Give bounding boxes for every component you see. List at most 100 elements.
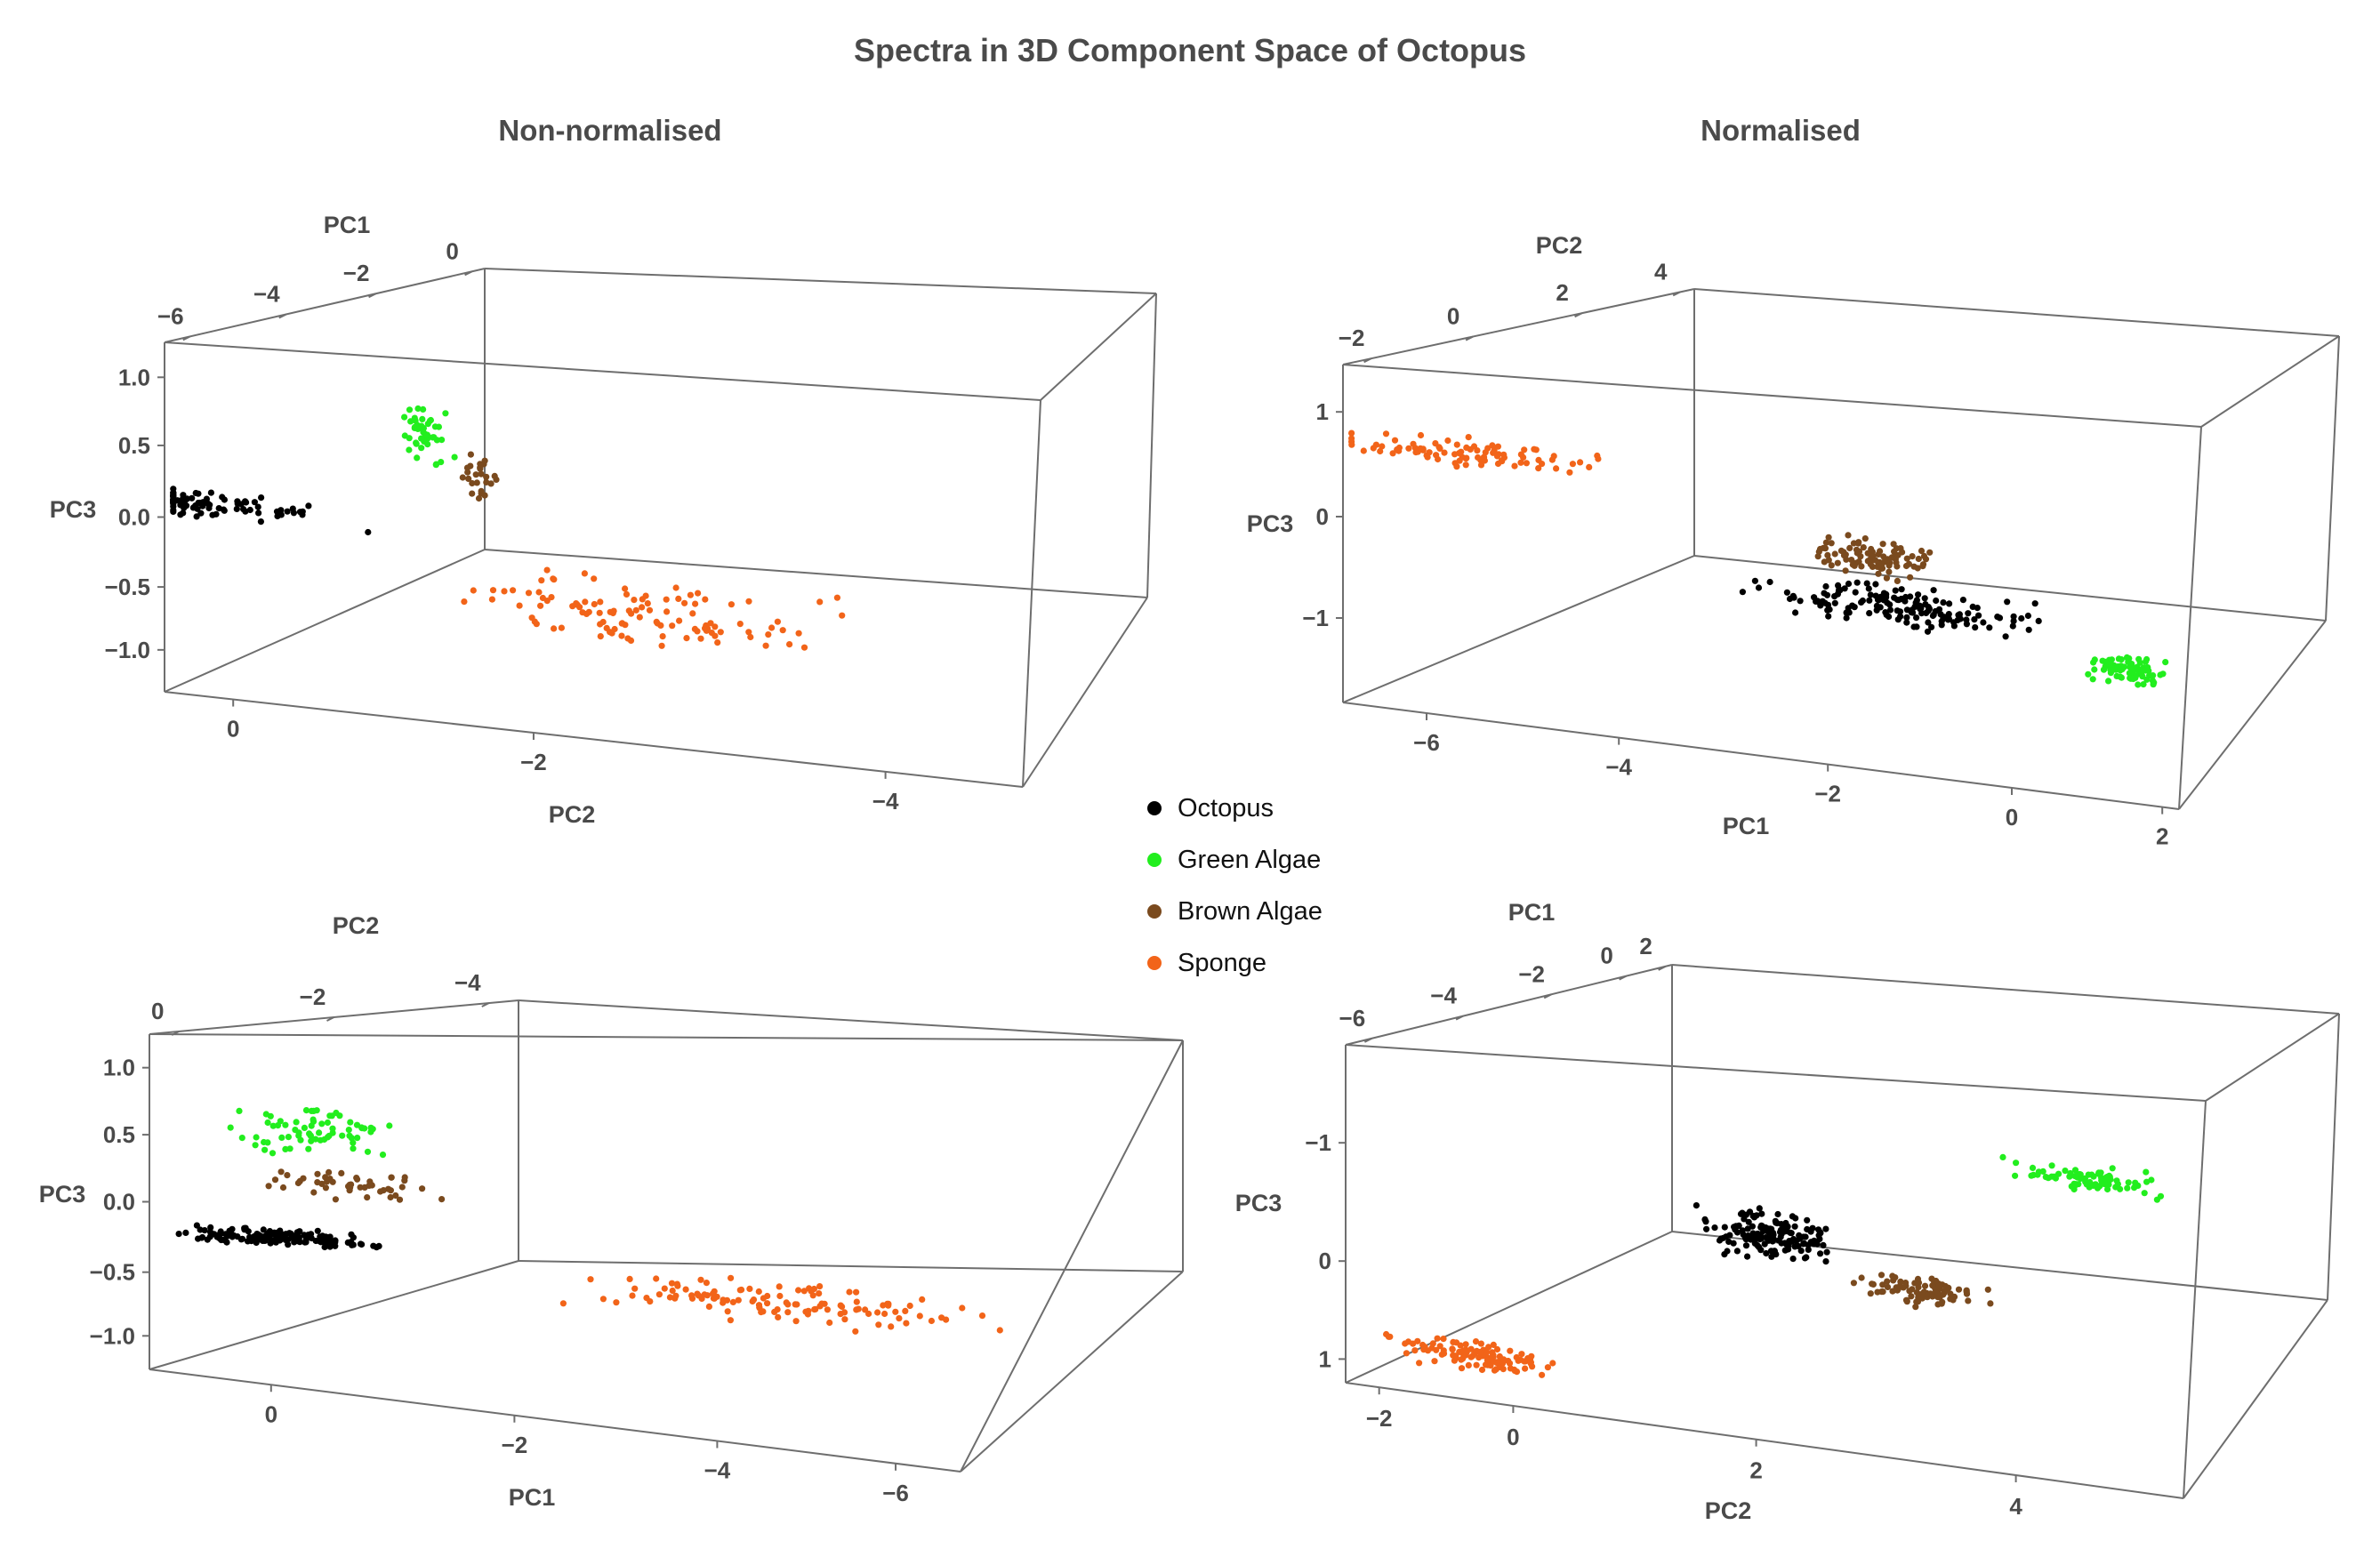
data-point [1848,557,1855,564]
data-point [1925,607,1932,614]
data-point [472,471,479,478]
data-point [1726,1232,1733,1239]
data-point [795,630,802,637]
data-point [809,1292,816,1299]
axis-label-pc2: PC2 [333,912,380,939]
plot-panel-top-left: −6 −4 −2 0 0 −2 −4 1.0 0.5 0.0 −0.5 −1.0 PC1 PC2 PC3 [50,212,1157,828]
data-point [1758,1210,1765,1217]
data-point [711,1295,718,1302]
series-brown-algae [1814,532,1934,585]
data-point [1930,587,1937,594]
data-point [1762,1224,1769,1232]
tick-mark-a [464,270,473,277]
data-point [663,608,671,615]
data-point [1474,447,1481,454]
box-edge [2327,1013,2340,1301]
data-point [2118,656,2125,663]
tick-label-b: −2 [502,1432,528,1458]
data-point [1987,1300,1994,1307]
data-point [1975,612,1982,619]
data-point [919,1296,926,1303]
data-point [1929,1282,1936,1289]
tick-mark-a [1455,1015,1464,1021]
data-point [1902,562,1910,570]
data-point [1884,1278,1891,1285]
data-point [406,406,414,413]
tick-label-a: −2 [300,983,326,1010]
data-point [193,1222,200,1229]
tick-label-a: 2 [1639,933,1652,959]
data-point [1404,1338,1412,1345]
data-point [213,1233,221,1240]
data-point [287,1230,294,1237]
data-point [338,1169,345,1176]
data-point [2106,661,2113,669]
data-point [170,492,177,499]
box-edge [518,999,1184,1041]
data-point [2108,656,2115,663]
data-point [1929,1293,1936,1300]
data-point [2010,613,2017,620]
legend-dot-octopus [1147,801,1162,815]
data-point [388,1174,395,1181]
data-point [477,465,484,472]
data-point [764,1300,771,1307]
data-point [1963,616,1970,623]
data-point [1769,1232,1777,1239]
box-edge [2205,1013,2340,1102]
data-point [628,610,635,617]
tick-label-c: 1.0 [103,1055,135,1081]
data-point [1965,610,1972,617]
data-point [579,609,586,616]
data-point [1483,1357,1491,1364]
data-point [364,1148,372,1155]
data-point [2004,598,2011,606]
tick-label-c: 0.5 [118,432,150,459]
data-point [465,475,472,483]
tick-label-a: 0 [446,237,458,264]
tick-label-c: 0 [1316,503,1329,530]
tick-label-a: 4 [1654,258,1668,285]
data-point [293,1119,300,1126]
data-point [302,1107,310,1114]
data-point [1463,454,1470,461]
box-edge [2200,335,2340,428]
data-point [1783,589,1790,596]
data-point [906,1302,913,1310]
data-point [1766,578,1773,586]
data-point [1387,1333,1394,1340]
data-point [308,1122,315,1129]
data-point [329,1125,336,1132]
data-point [1756,1205,1763,1212]
tick-label-a: −4 [253,280,280,307]
data-point [223,1239,230,1246]
data-point [668,1280,676,1287]
box-edge [1342,702,2180,810]
data-point [762,642,769,649]
data-point [1822,539,1829,546]
data-point [1785,1242,1792,1249]
data-point [278,1134,285,1141]
tick-mark-a [1543,993,1552,999]
data-point [277,1168,285,1176]
data-point [728,1274,735,1281]
data-point [2025,626,2032,633]
data-point [438,437,446,444]
data-point [305,1145,312,1152]
data-point [438,1196,446,1203]
data-point [2048,1162,2055,1169]
data-point [812,1305,819,1312]
data-point [254,503,261,510]
data-point [1940,599,1947,606]
data-point [469,479,476,487]
data-point [1521,446,1528,453]
data-point [1846,544,1853,552]
tick-label-c: 1.0 [118,364,150,390]
data-point [267,1112,274,1120]
data-point [1824,551,1831,559]
tick-label-b: 0 [265,1400,277,1427]
data-point [347,1184,354,1191]
data-point [833,594,841,601]
data-point [170,497,177,505]
data-point [369,1126,376,1133]
